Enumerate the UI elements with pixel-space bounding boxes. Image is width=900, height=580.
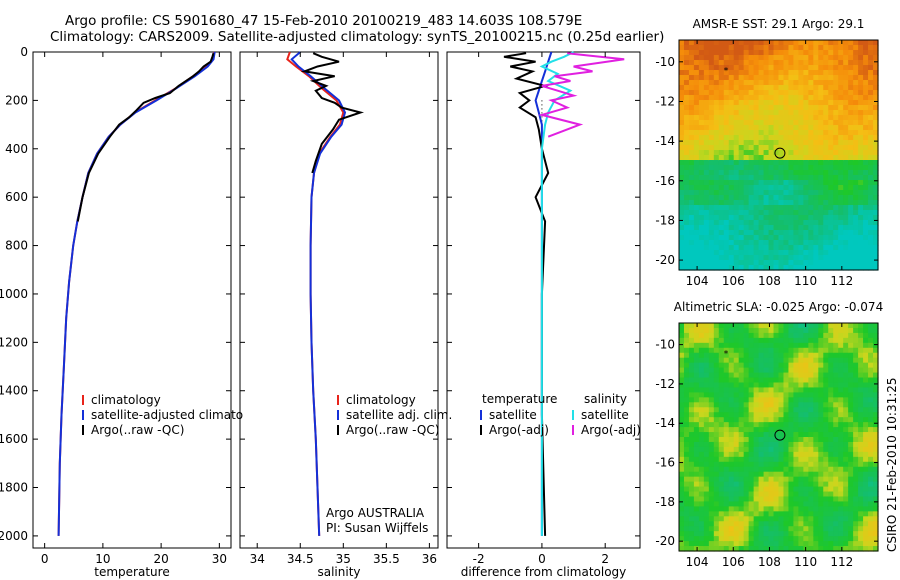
x-axis-label: difference from climatology (461, 565, 627, 579)
timestamp-stamp: CSIRO 21-Feb-2010 10:31:25 (885, 377, 899, 552)
x-tick-label: 106 (722, 555, 745, 569)
y-tick-label: 400 (5, 142, 28, 156)
legend-entry: climatology (346, 393, 416, 407)
x-tick-label: 110 (794, 555, 817, 569)
series-line (503, 52, 550, 536)
legend-entry: satellite (489, 408, 537, 422)
x-tick-label: 35 (336, 552, 351, 566)
legend-group-title: salinity (584, 392, 627, 406)
x-tick-label: 10 (95, 552, 110, 566)
plot-frame (239, 51, 439, 549)
legend-entry: Argo(-adj) (581, 423, 641, 437)
y-tick-label: 800 (5, 239, 28, 253)
x-axis-label: temperature (94, 565, 169, 579)
owner-annotation: Argo AUSTRALIA (326, 506, 425, 520)
x-tick-label: 36 (422, 552, 437, 566)
y-tick-label: -12 (655, 377, 675, 391)
x-tick-label: 108 (758, 274, 781, 288)
sst-map-panel: AMSR-E SST: 29.1 Argo: 29.1 104 106 108 110 1… (655, 17, 879, 288)
y-tick-label: -18 (655, 495, 675, 509)
y-tick-label: 1400 (0, 384, 28, 398)
series-line (57, 51, 216, 536)
map-frame (678, 322, 879, 552)
map-title: Altimetric SLA: -0.025 Argo: -0.074 (674, 300, 883, 314)
y-tick-label: -14 (655, 416, 675, 430)
x-tick-label: 110 (794, 274, 817, 288)
x-axis-label: salinity (317, 565, 360, 579)
legend-entry: Argo(..raw -QC) (346, 423, 439, 437)
series-line (57, 51, 216, 536)
x-tick-label: -2 (473, 552, 485, 566)
y-tick-label: -20 (655, 534, 675, 548)
series-line (76, 52, 215, 222)
plot-frame (446, 51, 641, 549)
y-tick-label: 1800 (0, 481, 28, 495)
legend-entry: Argo(-adj) (489, 423, 549, 437)
x-tick-label: 112 (830, 555, 853, 569)
y-tick-label: -12 (655, 94, 675, 108)
argo-location-marker (774, 429, 786, 441)
map-field (679, 323, 879, 552)
series-line (290, 51, 347, 536)
y-tick-label: -16 (655, 456, 675, 470)
y-tick-label: 1600 (0, 432, 28, 446)
y-tick-label: 200 (5, 93, 28, 107)
map-field (679, 40, 879, 271)
x-tick-label: 0 (538, 552, 546, 566)
x-tick-label: 106 (722, 274, 745, 288)
x-tick-label: 35.5 (373, 552, 400, 566)
y-tick-label: -20 (655, 253, 675, 267)
y-tick-label: 2000 (0, 529, 28, 543)
argo-location-marker (774, 147, 786, 159)
x-tick-label: 0 (41, 552, 49, 566)
x-tick-label: 34 (250, 552, 265, 566)
map-frame (678, 39, 879, 271)
figure-title-line1: Argo profile: CS 5901680_47 15-Feb-2010 … (65, 13, 583, 29)
legend-entry: Argo(..raw -QC) (91, 423, 184, 437)
x-tick-label: 104 (686, 274, 709, 288)
x-tick-label: 2 (601, 552, 609, 566)
x-tick-label: 34.5 (287, 552, 314, 566)
owner-annotation: PI: Susan Wijffels (326, 521, 428, 535)
island-marker: * (724, 349, 729, 359)
sla-map-panel: Altimetric SLA: -0.025 Argo: -0.074 104 10… (655, 300, 883, 569)
series-line (300, 52, 365, 174)
island-marker: * (724, 67, 729, 77)
series-line (539, 51, 575, 536)
legend-entry: satellite-adjusted climatolog (91, 408, 261, 422)
y-tick-label: -10 (655, 55, 675, 69)
legend-entry: satellite adj. clim. (346, 408, 452, 422)
y-tick-label: -10 (655, 338, 675, 352)
legend-group-title: temperature (482, 392, 557, 406)
y-tick-label: 1000 (0, 287, 28, 301)
series-line (538, 52, 625, 138)
figure-title-line2: Climatology: CARS2009. Satellite-adjuste… (50, 29, 665, 45)
x-tick-label: 112 (830, 274, 853, 288)
x-tick-label: 20 (153, 552, 168, 566)
y-tick-label: -16 (655, 174, 675, 188)
plot-frame (32, 51, 232, 549)
temperature-profile-panel: 0 10 20 30 0 200 400 600 800 1000 1200 1400 1600 1800… (0, 45, 261, 579)
x-tick-label: 104 (686, 555, 709, 569)
x-tick-label: 30 (212, 552, 227, 566)
y-tick-label: 0 (20, 45, 28, 59)
legend-entry: satellite (581, 408, 629, 422)
map-title: AMSR-E SST: 29.1 Argo: 29.1 (693, 17, 865, 31)
y-tick-label: 1200 (0, 335, 28, 349)
y-tick-label: -14 (655, 134, 675, 148)
salinity-profile-panel: 34 34.5 35 35.5 36 salinity climatologysatelli… (239, 51, 452, 579)
x-tick-label: 108 (758, 555, 781, 569)
legend-entry: climatology (91, 393, 161, 407)
y-tick-label: -18 (655, 213, 675, 227)
y-tick-label: 600 (5, 190, 28, 204)
